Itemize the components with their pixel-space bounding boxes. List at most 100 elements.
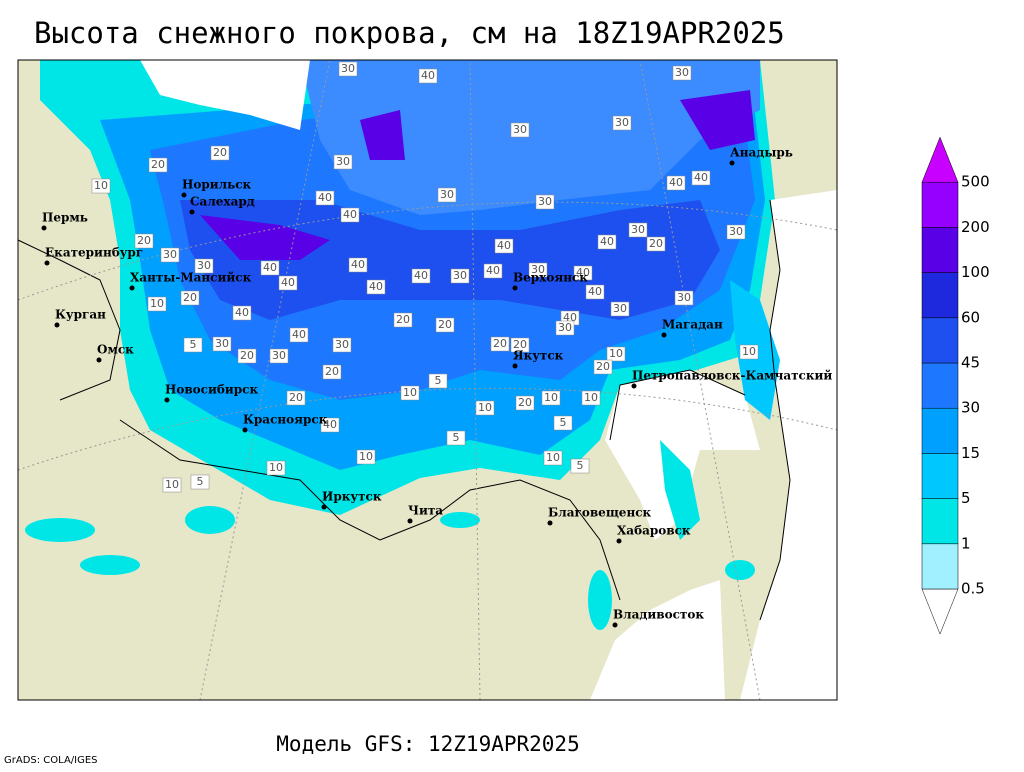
contour-label: 5 [560, 416, 567, 429]
contour-label-box [555, 320, 575, 336]
contour-label: 20 [213, 146, 227, 159]
contour-label: 10 [584, 391, 598, 404]
contour-label: 40 [694, 171, 708, 184]
contour-label: 40 [343, 208, 357, 221]
legend-swatch [921, 498, 959, 545]
contour-label: 40 [323, 418, 337, 431]
contour-label-box [437, 187, 457, 203]
snow-patches [25, 506, 755, 630]
map-labels: 30 40 30 30 30 20 30 20 10 30 40 40 30 40 40 30 40 20 30 40… [41, 61, 832, 628]
legend-swatch [921, 272, 959, 319]
contour-label-box [348, 257, 368, 273]
contour-label: 40 [235, 306, 249, 319]
city-dot [41, 225, 47, 231]
contour-label-box [691, 170, 711, 186]
contour-label-box [528, 262, 548, 278]
contour-label: 40 [369, 280, 383, 293]
legend-swatch [921, 543, 959, 590]
city-dot [189, 209, 195, 215]
contour-label: 30 [531, 263, 545, 276]
contour-label: 20 [596, 360, 610, 373]
contour-label-box [581, 390, 601, 406]
contour-label-box [210, 145, 230, 161]
contour-label-box [260, 260, 280, 276]
legend-label: 45 [961, 354, 980, 372]
contour-label: 40 [600, 235, 614, 248]
sea [590, 580, 725, 700]
legend-label: 200 [961, 218, 990, 236]
contour-label: 30 [440, 188, 454, 201]
contour-label-box [393, 312, 413, 328]
sea [140, 60, 310, 130]
city-dot [44, 260, 50, 266]
contour-label-box [411, 268, 431, 284]
sakhalin-snow [660, 440, 700, 540]
contour-label: 30 [513, 123, 527, 136]
city-label: Хабаровск [617, 524, 691, 538]
map: 30 40 30 30 30 20 30 20 10 30 40 40 30 40 40 30 40 20 30 40… [17, 59, 838, 701]
contour-label-box [286, 390, 306, 406]
contour-label: 40 [576, 266, 590, 279]
contour-label-box [320, 417, 340, 433]
contour-label: 30 [615, 116, 629, 129]
city-dot [96, 357, 102, 363]
legend-label: 15 [961, 444, 980, 462]
title: Высота снежного покрова, см на 18Z19APR2… [34, 16, 785, 50]
city-dot [512, 363, 518, 369]
contour-label: 5 [190, 338, 197, 351]
contour-label-box [593, 359, 613, 375]
contour-label-box [646, 236, 666, 252]
contour-label-box [672, 65, 692, 81]
contour-label: 10 [742, 345, 756, 358]
contour-label: 30 [272, 349, 286, 362]
contour-label-box [333, 154, 353, 170]
contour-label-box [400, 385, 420, 401]
city-dot [129, 285, 135, 291]
contour-label-box [266, 460, 286, 476]
contour-label: 30 [336, 155, 350, 168]
legend-swatch [921, 227, 959, 273]
legend-swatch [921, 407, 959, 454]
credit: GrADS: COLA/IGES [4, 755, 98, 766]
legend-label: 5 [961, 489, 971, 507]
contour-label-box [435, 317, 455, 333]
contour-label-box [183, 337, 203, 353]
contour-label: 30 [558, 321, 572, 334]
contour-label-box [340, 207, 360, 223]
contour-label-box [674, 290, 694, 306]
contour-label: 30 [215, 337, 229, 350]
contour-label-box [494, 238, 514, 254]
contour-label: 30 [613, 302, 627, 315]
contour-label: 20 [325, 365, 339, 378]
city-dot [181, 192, 187, 198]
contour-label: 40 [281, 276, 295, 289]
legend-label: 60 [961, 308, 980, 326]
contour-label: 40 [318, 191, 332, 204]
contour-label-box [278, 275, 298, 291]
contour-label-box [180, 290, 200, 306]
contour-label: 20 [518, 396, 532, 409]
contour-label-box [356, 449, 376, 465]
legend-swatch [921, 588, 959, 635]
contour-label: 30 [335, 338, 349, 351]
contour-label-box [515, 395, 535, 411]
contour-label: 10 [546, 451, 560, 464]
legend-swatch [921, 181, 959, 228]
contour-label: 20 [240, 349, 254, 362]
city-label: Екатеринбург [45, 246, 143, 260]
city-dot [631, 383, 637, 389]
city-label: Владивосток [613, 608, 704, 622]
contour-label: 20 [289, 391, 303, 404]
snow-area [180, 200, 720, 320]
contour-label: 40 [263, 261, 277, 274]
snow-area [200, 90, 755, 260]
city-dot [729, 160, 735, 166]
city-label: Курган [55, 308, 106, 322]
contour-label-box [162, 477, 182, 493]
city-dot [547, 520, 553, 526]
contour-label-box [610, 301, 630, 317]
contour-label: 10 [478, 401, 492, 414]
contour-label-box [160, 247, 180, 263]
contour-label: 40 [292, 328, 306, 341]
